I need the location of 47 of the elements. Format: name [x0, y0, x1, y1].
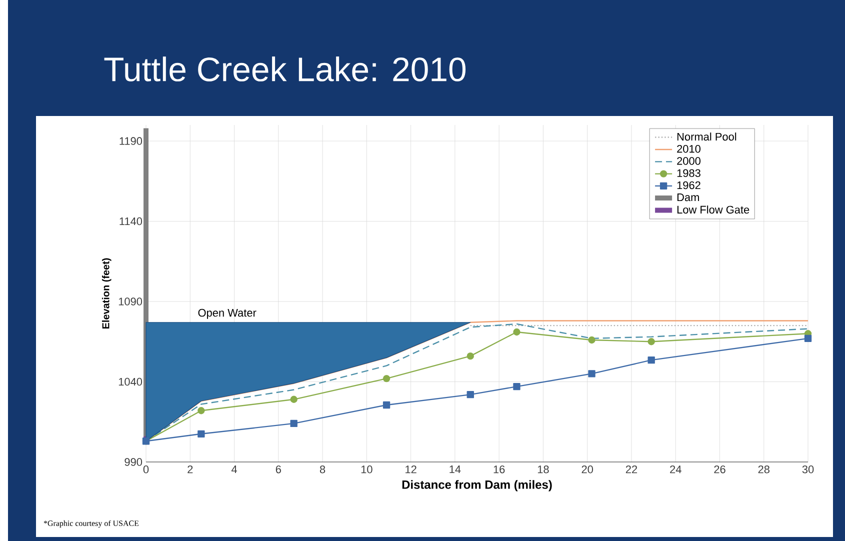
point	[198, 430, 205, 438]
point	[513, 382, 520, 390]
point	[382, 374, 390, 382]
legend-label: Normal Pool	[677, 132, 736, 141]
x-tick-label: 16	[494, 466, 505, 474]
series-label: Open Water	[198, 308, 256, 319]
x-axis-title: Distance from Dam (miles)	[402, 480, 552, 492]
point	[648, 338, 655, 346]
point	[513, 328, 520, 336]
x-tick-label: 30	[802, 466, 814, 474]
legend-label: 1962	[677, 181, 700, 190]
x-tick-label: 26	[714, 466, 726, 474]
point	[648, 356, 655, 364]
legend-label: 1983	[677, 169, 700, 177]
y-tick-label: 990	[124, 458, 142, 466]
legend-label: Dam	[677, 194, 699, 202]
legend-label: 2000	[677, 157, 700, 165]
x-tick-label: 8	[320, 466, 326, 474]
y-tick-label: 1190	[120, 137, 142, 145]
x-tick-label: 4	[231, 466, 237, 474]
x-tick-label: 14	[450, 466, 461, 474]
y-axis-title: Elevation (feet)	[102, 258, 112, 329]
point	[290, 420, 298, 428]
point	[290, 396, 298, 403]
legend-label: 2010	[677, 144, 700, 153]
point	[466, 352, 474, 360]
x-tick-label: 28	[758, 466, 770, 474]
point	[588, 336, 596, 344]
x-tick-label: 0	[143, 466, 149, 474]
y-tick-label: 1090	[118, 298, 142, 306]
x-tick-label: 2	[188, 466, 193, 474]
x-tick-label: 18	[538, 466, 549, 474]
x-tick-label: 10	[361, 466, 372, 474]
x-tick-label: 12	[406, 466, 416, 474]
y-tick-label: 1040	[118, 378, 142, 386]
chart-title: Tuttle Creek Lake: 2010	[104, 56, 466, 82]
point	[804, 334, 812, 342]
y-tick-label: 1140	[120, 217, 142, 226]
x-tick-label: 6	[276, 466, 281, 474]
x-tick-label: 20	[582, 466, 593, 474]
point	[198, 407, 205, 414]
point	[382, 401, 390, 409]
x-tick-label: 24	[670, 466, 682, 474]
x-tick-label: 22	[626, 466, 638, 474]
legend-label: Low Flow Gate	[677, 206, 750, 214]
point	[466, 390, 474, 398]
point	[588, 370, 596, 378]
